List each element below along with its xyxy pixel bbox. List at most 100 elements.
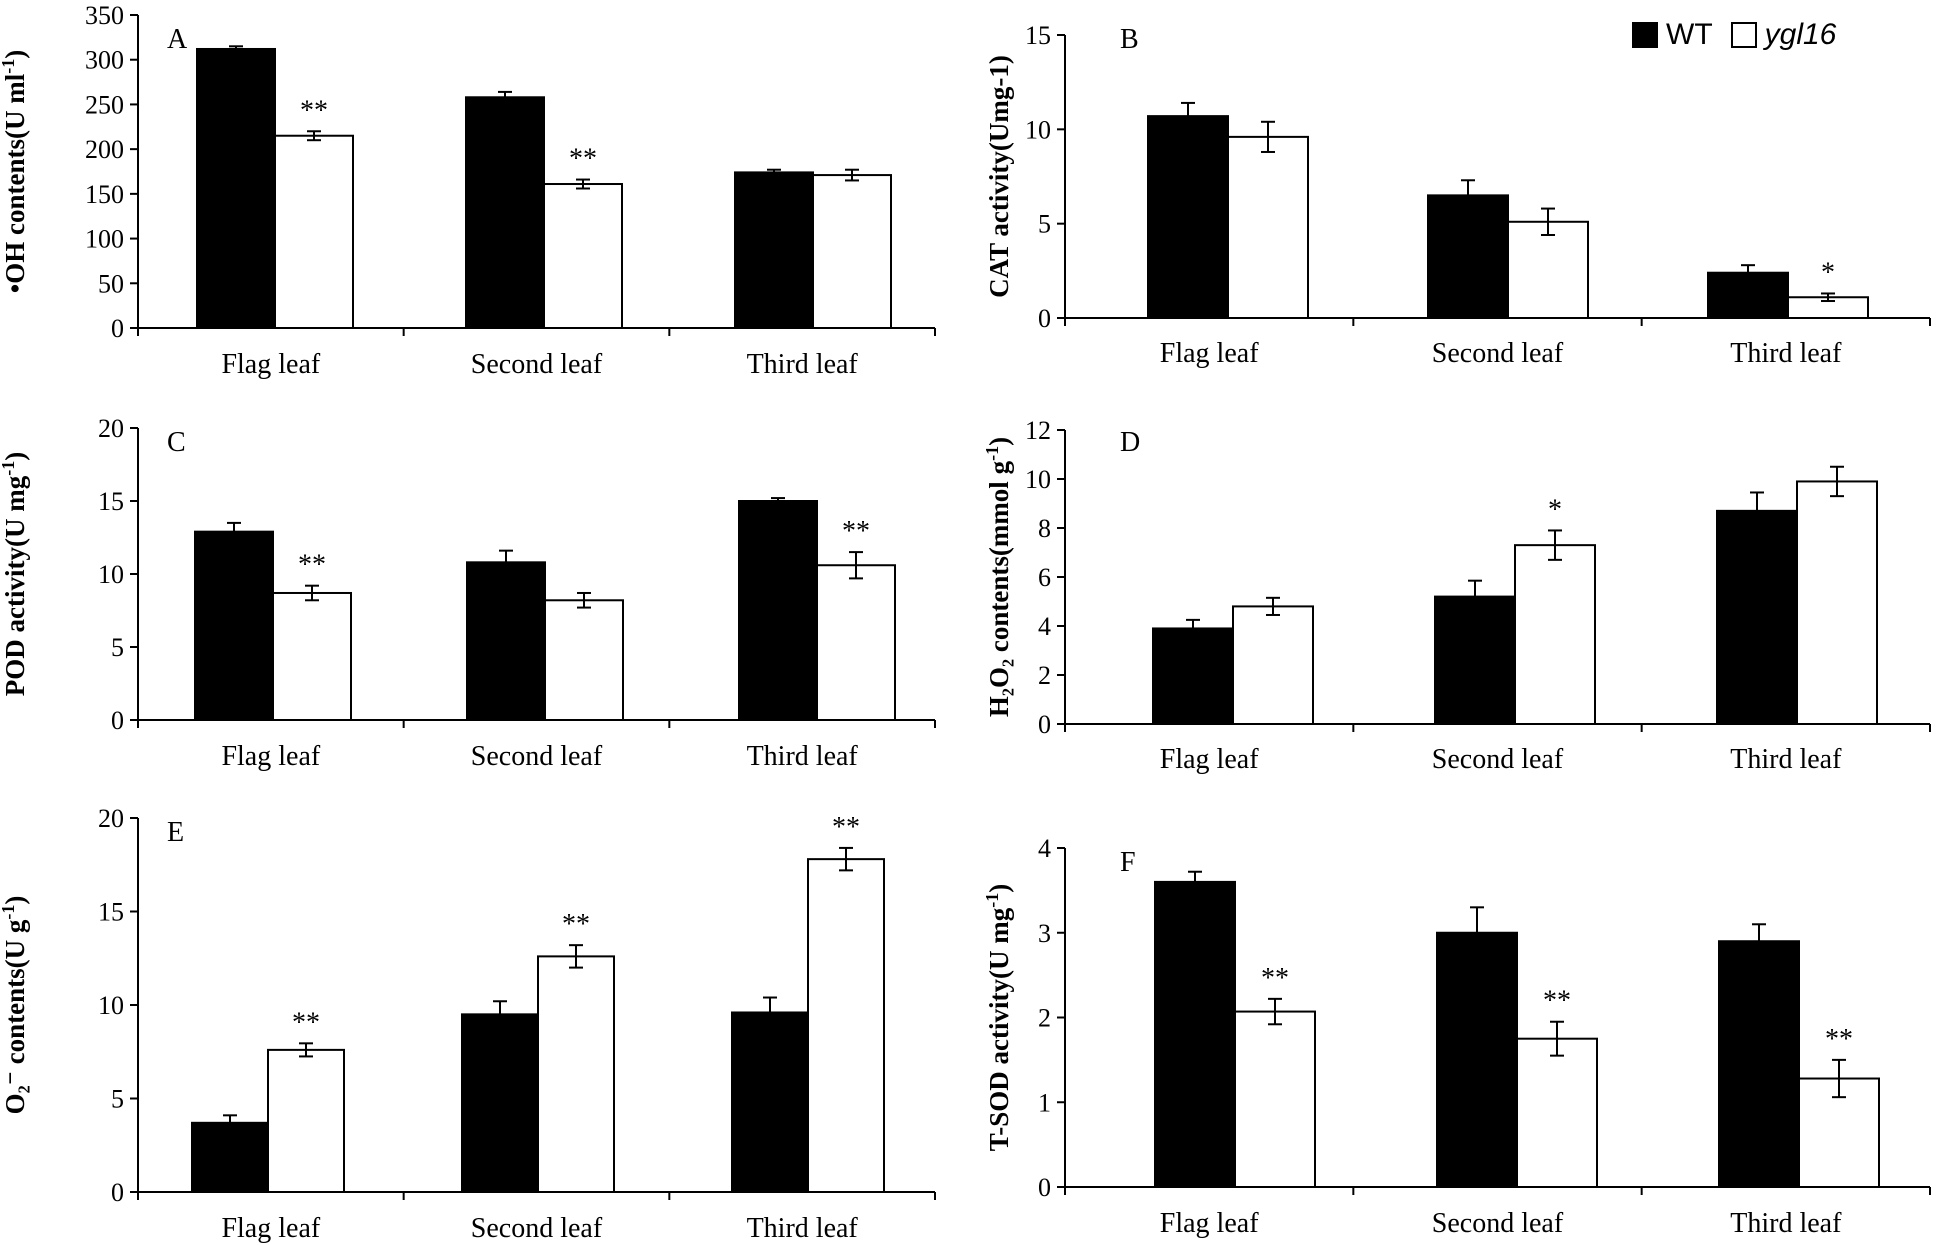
y-axis-label: •OH contents(U ml-1): [0, 50, 30, 293]
bar-ygl16-second-leaf: [1516, 1037, 1598, 1188]
y-tick-label: 5: [1038, 210, 1051, 239]
y-tick-label: 0: [111, 1178, 124, 1207]
x-tick-label: Flag leaf: [1160, 1208, 1259, 1239]
x-tick-label: Flag leaf: [221, 741, 320, 772]
bar-ygl16-second-leaf: [537, 955, 615, 1193]
y-tick-label: 0: [1038, 304, 1051, 333]
panel-label: A: [167, 24, 188, 55]
x-tick-label: Second leaf: [471, 349, 603, 380]
y-tick-label: 2: [1038, 661, 1051, 690]
significance-mark: **: [832, 812, 860, 843]
y-tick-label: 10: [1025, 115, 1051, 144]
significance-mark: **: [842, 516, 870, 547]
y-tick-label: 250: [85, 90, 124, 119]
bar-wt-second-leaf: [1434, 595, 1516, 725]
y-tick-label: 300: [85, 46, 124, 75]
bar-ygl16-third-leaf: [807, 858, 885, 1193]
significance-mark: **: [292, 1007, 320, 1038]
bar-wt-third-leaf: [1718, 940, 1800, 1188]
bar-ygl16-third-leaf: [816, 564, 896, 721]
significance-mark: **: [1261, 963, 1289, 994]
y-axis-label: POD activity(U mg-1): [0, 452, 30, 696]
y-axis-label: O₂⁻ contents(U g-1): [0, 896, 30, 1115]
y-tick-label: 200: [85, 135, 124, 164]
chart-panel-d: 0 2 4 6 8 10 12 Flag leaf * Second leaf Third leaf…: [982, 416, 1931, 775]
bar-wt-third-leaf: [731, 1011, 809, 1193]
significance-mark: **: [562, 909, 590, 940]
y-tick-label: 15: [98, 898, 124, 927]
bar-wt-flag-leaf: [1154, 880, 1236, 1189]
bar-wt-second-leaf: [465, 96, 545, 329]
significance-mark: **: [1825, 1024, 1853, 1055]
y-tick-label: 0: [1038, 710, 1051, 739]
y-axis-label: T-SOD activity(U mg-1): [982, 884, 1014, 1152]
chart-panel-a: 0 50 100 150 200 250 300 350 ** Flag leaf ** Second…: [0, 1, 936, 380]
x-tick-label: Second leaf: [1432, 338, 1564, 369]
x-tick-label: Flag leaf: [1160, 338, 1259, 369]
y-tick-label: 100: [85, 225, 124, 254]
chart-panel-c: 0 5 10 15 20 ** Flag leaf Second leaf ** Third le…: [0, 414, 936, 772]
bar-ygl16-flag-leaf: [272, 591, 352, 721]
bar-wt-flag-leaf: [1147, 115, 1229, 319]
bar-ygl16-third-leaf: [1796, 480, 1878, 726]
x-tick-label: Flag leaf: [221, 1213, 320, 1244]
y-tick-label: 0: [111, 314, 124, 343]
y-axis-label: H₂O₂ contents(mmol g-1): [982, 437, 1014, 717]
x-tick-label: Second leaf: [471, 1213, 603, 1244]
y-tick-label: 2: [1038, 1004, 1051, 1033]
y-tick-label: 20: [98, 804, 124, 833]
bar-wt-third-leaf: [1716, 509, 1798, 725]
y-tick-label: 350: [85, 1, 124, 30]
bar-ygl16-third-leaf: [812, 174, 892, 329]
bar-ygl16-second-leaf: [543, 183, 623, 329]
bar-ygl16-flag-leaf: [1227, 135, 1309, 319]
bar-ygl16-flag-leaf: [274, 134, 354, 329]
y-tick-label: 0: [1038, 1173, 1051, 1202]
y-axis-label: CAT activity(Umg-1): [984, 55, 1014, 298]
bar-wt-second-leaf: [461, 1013, 539, 1193]
y-tick-label: 1: [1038, 1088, 1051, 1117]
y-tick-label: 12: [1025, 416, 1051, 445]
x-tick-label: Third leaf: [1730, 744, 1842, 775]
legend: WT ygl16: [1632, 18, 1836, 52]
significance-mark: **: [569, 144, 597, 175]
y-tick-label: 20: [98, 414, 124, 443]
x-tick-label: Third leaf: [747, 741, 859, 772]
significance-mark: *: [1548, 494, 1562, 525]
y-tick-label: 50: [98, 269, 124, 298]
bar-ygl16-second-leaf: [1507, 220, 1589, 319]
bar-wt-flag-leaf: [1152, 627, 1234, 726]
bar-wt-second-leaf: [1436, 931, 1518, 1188]
y-tick-label: 5: [111, 633, 124, 662]
legend-mutant-label: ygl16: [1764, 18, 1837, 51]
significance-mark: **: [1543, 986, 1571, 1017]
x-tick-label: Third leaf: [1730, 1208, 1842, 1239]
bar-wt-flag-leaf: [191, 1121, 269, 1194]
panel-label: C: [167, 427, 186, 458]
legend-wt-label: WT: [1666, 18, 1713, 51]
bar-wt-flag-leaf: [196, 47, 276, 330]
chart-panel-e: 0 5 10 15 20 ** Flag leaf ** Second leaf ** Third …: [0, 804, 936, 1244]
bar-ygl16-flag-leaf: [1234, 1010, 1316, 1188]
y-tick-label: 8: [1038, 514, 1051, 543]
panel-label: B: [1120, 24, 1139, 55]
y-tick-label: 150: [85, 180, 124, 209]
y-tick-label: 15: [98, 487, 124, 516]
y-tick-label: 4: [1038, 612, 1051, 641]
bar-wt-third-leaf: [734, 171, 814, 329]
bar-wt-flag-leaf: [194, 530, 274, 721]
panel-label: D: [1120, 427, 1140, 458]
x-tick-label: Second leaf: [471, 741, 603, 772]
y-tick-label: 4: [1038, 834, 1051, 863]
wt-swatch: [1632, 22, 1658, 48]
bar-ygl16-flag-leaf: [1232, 605, 1314, 726]
x-tick-label: Third leaf: [1730, 338, 1842, 369]
x-tick-label: Flag leaf: [1160, 744, 1259, 775]
y-tick-label: 10: [1025, 465, 1051, 494]
x-tick-label: Second leaf: [1432, 744, 1564, 775]
bar-wt-second-leaf: [1427, 194, 1509, 319]
panel-label: F: [1120, 847, 1136, 878]
x-tick-label: Third leaf: [747, 1213, 859, 1244]
y-tick-label: 10: [98, 560, 124, 589]
bar-wt-third-leaf: [738, 500, 818, 721]
